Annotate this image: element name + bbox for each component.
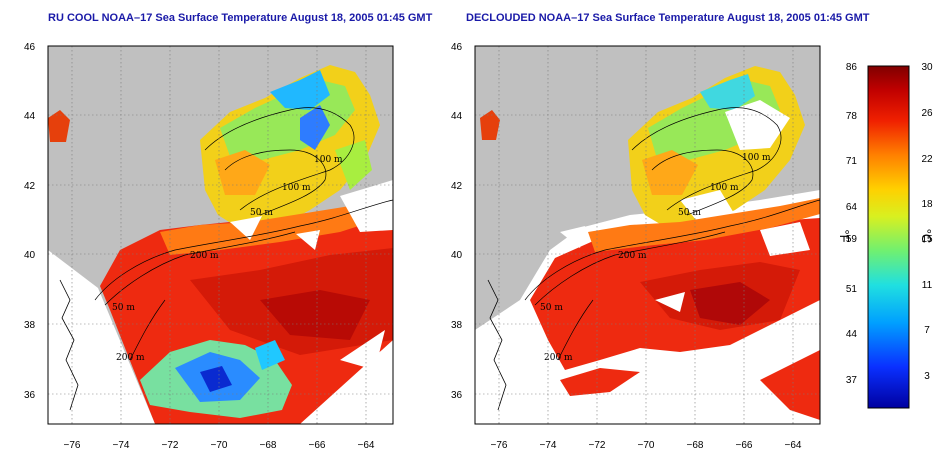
colorbar-gradient <box>867 65 910 409</box>
map-title-raw: RU COOL NOAA–17 Sea Surface Temperature … <box>48 12 433 24</box>
celsius-unit-label: °C <box>919 229 934 244</box>
celsius-tick: 22 <box>921 154 933 165</box>
contour-50m <box>651 149 754 216</box>
lon-tick-label: −64 <box>358 440 375 451</box>
contour-100m <box>631 107 782 211</box>
contour-label: 100 m <box>314 155 343 165</box>
contour-label: 50 m <box>540 303 563 313</box>
fahrenheit-tick: 44 <box>846 329 858 340</box>
map-frame <box>47 45 394 425</box>
celsius-tick: 18 <box>921 199 933 210</box>
lat-tick-label: 40 <box>24 250 36 261</box>
contour-label: 200 m <box>544 353 573 363</box>
lat-tick-label: 40 <box>451 250 463 261</box>
contour-label: 200 m <box>116 353 145 363</box>
lon-tick-label: −72 <box>589 440 606 451</box>
lon-tick-label: −66 <box>736 440 753 451</box>
contour-200m <box>94 199 393 301</box>
cloud-gap <box>725 100 790 150</box>
celsius-tick: 7 <box>924 325 930 336</box>
map-frame <box>474 45 821 425</box>
lat-tick-label: 42 <box>451 181 463 192</box>
lon-tick-label: −76 <box>491 440 508 451</box>
lon-tick-label: −70 <box>211 440 228 451</box>
lat-tick-label: 36 <box>24 390 36 401</box>
celsius-tick: 15 <box>921 234 933 245</box>
lon-tick-label: −74 <box>540 440 557 451</box>
left-lon-axis: −76 −74 −72 −70 −68 −66 −64 <box>64 440 375 451</box>
swath-edge-no-data <box>48 250 155 424</box>
lat-tick-label: 36 <box>451 390 463 401</box>
fahrenheit-tick: 71 <box>846 156 858 167</box>
contour-label: 100 m <box>282 183 311 193</box>
graticule <box>48 46 393 424</box>
contour-label: 50 m <box>112 303 135 313</box>
cloud-patch <box>340 180 393 232</box>
fahrenheit-tick: 59 <box>846 234 858 245</box>
right-lat-axis: 46 44 42 40 38 36 <box>451 42 463 401</box>
contour-label: 200 m <box>190 251 219 261</box>
left-lat-axis: 46 44 42 40 38 36 <box>24 42 36 401</box>
celsius-tick: 11 <box>922 280 933 291</box>
contour-label: 100 m <box>710 183 739 193</box>
contour-label: 50 m <box>678 208 701 218</box>
lat-tick-label: 44 <box>24 111 36 122</box>
contour-label: 50 m <box>250 208 273 218</box>
celsius-tick: 3 <box>924 371 930 382</box>
graticule <box>475 46 820 424</box>
contour-200m <box>524 199 820 301</box>
lon-tick-label: −66 <box>309 440 326 451</box>
fahrenheit-tick: 86 <box>846 62 858 73</box>
contour-label: 100 m <box>742 153 771 163</box>
coastline <box>487 279 507 411</box>
fahrenheit-tick: 51 <box>846 284 858 295</box>
lon-tick-label: −64 <box>785 440 802 451</box>
lon-tick-label: −76 <box>64 440 81 451</box>
lon-tick-label: −72 <box>162 440 179 451</box>
map-panel-declouded: 100 m 100 m 50 m 200 m 50 m 200 m <box>474 45 821 425</box>
lon-tick-label: −68 <box>687 440 704 451</box>
lat-tick-label: 38 <box>451 320 463 331</box>
coastline <box>59 279 79 411</box>
fahrenheit-unit-label: °F <box>837 229 852 242</box>
lon-tick-label: −74 <box>113 440 130 451</box>
contour-50m <box>224 149 327 216</box>
fahrenheit-tick: 64 <box>846 202 858 213</box>
map-title-declouded: DECLOUDED NOAA–17 Sea Surface Temperatur… <box>466 12 870 24</box>
lat-tick-label: 38 <box>24 320 36 331</box>
contour-label: 200 m <box>618 251 647 261</box>
lat-tick-label: 46 <box>24 42 36 53</box>
lat-tick-label: 44 <box>451 111 463 122</box>
colorbar: 86 78 71 64 59 51 44 37 30 26 22 18 15 1… <box>837 62 934 409</box>
lon-tick-label: −70 <box>638 440 655 451</box>
map-panel-raw: 100 m 100 m 50 m 200 m 50 m 200 m <box>47 45 394 425</box>
right-lon-axis: −76 −74 −72 −70 −68 −66 −64 <box>491 440 802 451</box>
lon-tick-label: −68 <box>260 440 277 451</box>
celsius-tick: 26 <box>921 108 933 119</box>
fahrenheit-tick: 78 <box>846 111 858 122</box>
fahrenheit-tick: 37 <box>846 375 858 386</box>
celsius-tick: 30 <box>921 62 933 73</box>
contour-100m <box>204 107 355 211</box>
lat-tick-label: 46 <box>451 42 463 53</box>
lat-tick-label: 42 <box>24 181 36 192</box>
